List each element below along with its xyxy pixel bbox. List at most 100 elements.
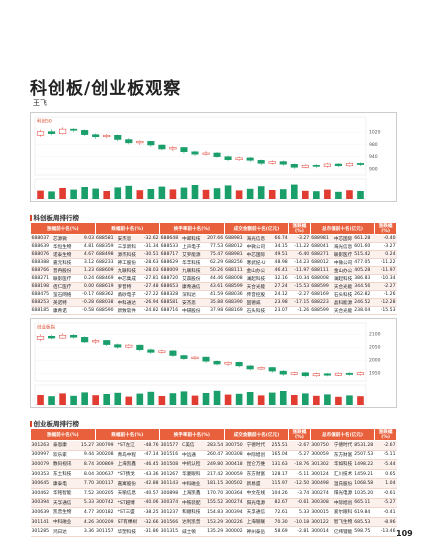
table-row: 688037 芯源微 9.03 688581 安杰思 -32.62 688648 中邮科技 20…	[30, 234, 397, 243]
volume-bar	[169, 189, 177, 199]
candle-body	[301, 372, 309, 377]
table-cell: -31.86	[138, 526, 160, 537]
table-cell: 7.70	[73, 478, 96, 489]
volume-bar	[257, 395, 265, 405]
candle-body	[224, 156, 232, 160]
table-cell: 115.97	[267, 478, 289, 489]
table-cell: 威士顿	[181, 526, 203, 537]
table-cell: 300869	[95, 459, 117, 470]
volume-bar	[268, 190, 276, 199]
candle-body	[147, 349, 155, 353]
table-cell: 688076	[30, 250, 53, 259]
table-cell: 249.80	[202, 459, 225, 470]
section-heading: 创业板周排行榜	[30, 418, 80, 428]
volume-bar	[158, 396, 166, 405]
table-cell: -15.53	[374, 306, 397, 315]
candle-body	[257, 160, 265, 164]
table-cell: 2507.53	[353, 450, 375, 461]
table-cell: 688271	[310, 250, 332, 259]
y-tick-label: 940	[369, 154, 378, 160]
table-cell: 153.29	[202, 517, 225, 528]
volume-frame	[34, 384, 367, 406]
table-cell: 27.24	[267, 282, 289, 291]
volume-bar	[48, 396, 55, 405]
volume-bar	[48, 191, 55, 199]
table-cell: 688981	[224, 250, 246, 259]
table-cell: 普冉股份	[52, 266, 74, 275]
table-cell: 688169	[224, 306, 246, 315]
table-cell: 300799	[95, 440, 117, 451]
candle-body	[334, 372, 342, 376]
table-cell: 301516	[159, 450, 182, 461]
table-cell: 688533	[159, 242, 182, 251]
table-cell: 中微公司	[245, 242, 268, 251]
table-cell: 300639	[30, 507, 53, 518]
column-header: 涨跌幅(%)	[288, 428, 311, 441]
table-cell: 新致软件	[116, 306, 139, 315]
table-cell: 4.77	[73, 507, 96, 518]
volume-bar	[346, 190, 353, 199]
table-cell: 华塑科技	[116, 526, 139, 537]
table-cell: 23.98	[267, 298, 289, 307]
table-cell: 安杰思	[181, 298, 203, 307]
volume-bar	[235, 190, 243, 199]
plot-frame	[34, 116, 367, 176]
candle-body	[202, 152, 210, 155]
author: 王飞	[33, 99, 47, 107]
table-cell: 甬矽电子	[116, 290, 139, 299]
candle-body	[312, 164, 320, 167]
table-row: 301141 中科磁业 4.26 300209 ST有棵树 -32.66 301566 达利凯…	[30, 517, 397, 528]
volume-bar	[202, 393, 210, 405]
table-cell: -46.45	[138, 459, 160, 470]
table-cell: 3.36	[73, 526, 96, 537]
table-cell: 上海凯鑫	[116, 459, 139, 470]
table-cell: -5.27	[374, 498, 397, 509]
table-cell: 爱尔眼科	[331, 507, 354, 518]
table-cell: 688198	[30, 282, 53, 291]
candle-body	[180, 355, 188, 359]
table-cell: -18.76	[288, 459, 311, 470]
table-cell: -0.28	[73, 298, 96, 307]
table-cell: 金山办公	[245, 266, 268, 275]
column-header: 涨跌幅(%)	[288, 222, 311, 235]
table-cell: 70.30	[267, 517, 289, 528]
table-cell: 688256	[224, 258, 246, 267]
table-row: 688198 佰仁医疗 0.00 688619 罗普特 -27.48 688653 康希通信 4…	[30, 282, 397, 291]
candle-body	[356, 372, 365, 375]
section-heading: 科创板周排行榜	[30, 212, 80, 222]
table-cell: 嘉元科技	[52, 258, 74, 267]
table-cell: 华厦眼科	[181, 469, 203, 480]
table-cell: 300274	[224, 498, 246, 509]
table-cell: 300226	[224, 517, 246, 528]
table-cell: 688475	[30, 290, 53, 299]
volume-bar	[103, 191, 111, 199]
candle-body	[136, 344, 144, 351]
table-cell: 达利凯普	[181, 517, 203, 528]
table-cell: 300079	[30, 459, 53, 470]
table-cell: -5.11	[288, 469, 311, 480]
table-cell: 诺泰生物	[52, 250, 74, 259]
table-cell: 萤石网络	[52, 290, 74, 299]
table-cell: 华如科技	[331, 459, 354, 470]
table-cell: 688111	[310, 266, 332, 275]
table-cell: 260.47	[202, 450, 225, 461]
candle-body	[257, 367, 265, 370]
table-cell: 九联科技	[181, 266, 203, 275]
table-cell: 34.15	[267, 242, 289, 251]
candle-body	[59, 334, 67, 339]
table-cell: 246.52	[353, 298, 375, 307]
table-cell: ST有棵树	[116, 517, 139, 528]
table-cell: 688037	[30, 234, 53, 243]
table-cell: 天合光能	[245, 282, 268, 291]
table-cell: 300308	[224, 450, 246, 461]
candle-body	[92, 134, 100, 138]
table-cell: 661.28	[353, 234, 375, 243]
candle-body	[334, 163, 342, 167]
table-cell: -10.34	[374, 274, 397, 283]
candle-body	[191, 151, 199, 155]
volume-bar	[37, 190, 44, 199]
table-cell: 300750	[224, 440, 246, 451]
volume-bar	[235, 393, 243, 405]
table-cell: 宁德时代	[245, 440, 268, 451]
